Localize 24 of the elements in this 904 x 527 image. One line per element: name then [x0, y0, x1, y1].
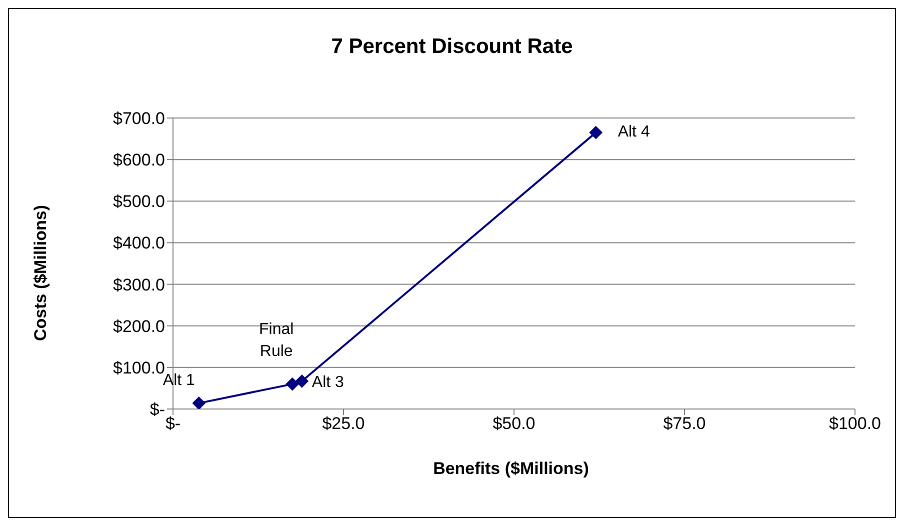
- y-tick-label: $300.0: [113, 275, 165, 294]
- point: [589, 126, 602, 140]
- y-axis-title: Costs ($Millions): [31, 204, 51, 342]
- y-tick-label: $600.0: [113, 150, 165, 170]
- chart-title: 7 Percent Discount Rate: [330, 35, 574, 59]
- x-tick-label: $100.0: [829, 414, 881, 434]
- annotation: Final Rule: [259, 321, 294, 360]
- point: [295, 374, 308, 388]
- y-tick-label: $100.0: [113, 358, 165, 378]
- y-tick-label: $-: [150, 400, 165, 420]
- y-tick-label: $700.0: [113, 109, 165, 128]
- x-tick-label: $50.0: [492, 414, 536, 434]
- y-tick-label: $500.0: [113, 192, 165, 212]
- annotation: Alt 3: [312, 374, 344, 392]
- point: [192, 396, 206, 409]
- annotation: Alt 1: [162, 372, 196, 390]
- point: [286, 378, 299, 391]
- y-tick-label: $400.0: [113, 234, 165, 253]
- x-axis-title: Benefits ($Millions): [432, 459, 590, 479]
- x-tick-label: $-: [165, 414, 181, 434]
- x-tick-label: $25.0: [322, 414, 365, 434]
- y-tick-label: $200.0: [113, 316, 165, 336]
- annotation: Alt 4: [618, 124, 650, 141]
- x-tick-label: $75.0: [663, 414, 706, 434]
